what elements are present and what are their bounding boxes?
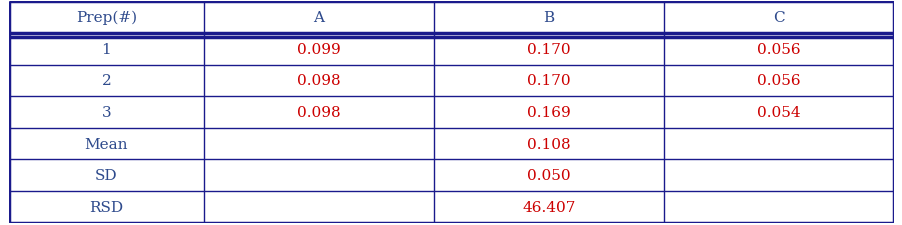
Text: 0.170: 0.170 xyxy=(527,74,570,88)
Text: 0.056: 0.056 xyxy=(756,43,800,56)
Text: 0.098: 0.098 xyxy=(297,74,340,88)
Text: 0.056: 0.056 xyxy=(756,74,800,88)
Text: 0.170: 0.170 xyxy=(527,43,570,56)
Text: 3: 3 xyxy=(101,106,111,119)
Text: C: C xyxy=(772,11,784,25)
Text: 0.099: 0.099 xyxy=(297,43,340,56)
Text: 0.108: 0.108 xyxy=(527,137,570,151)
Text: 0.098: 0.098 xyxy=(297,106,340,119)
Text: 46.407: 46.407 xyxy=(521,200,575,214)
Text: 0.169: 0.169 xyxy=(527,106,570,119)
Text: 0.054: 0.054 xyxy=(756,106,800,119)
Text: Mean: Mean xyxy=(85,137,128,151)
Text: RSD: RSD xyxy=(89,200,124,214)
Text: B: B xyxy=(543,11,554,25)
Text: 2: 2 xyxy=(101,74,111,88)
Text: Prep(#): Prep(#) xyxy=(76,11,137,25)
Text: SD: SD xyxy=(95,169,117,182)
Text: 1: 1 xyxy=(101,43,111,56)
Text: A: A xyxy=(313,11,324,25)
Text: 0.050: 0.050 xyxy=(527,169,570,182)
